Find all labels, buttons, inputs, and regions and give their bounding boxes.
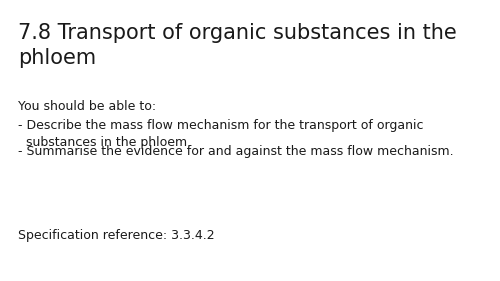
- Text: - Describe the mass flow mechanism for the transport of organic
  substances in : - Describe the mass flow mechanism for t…: [18, 119, 424, 149]
- Text: You should be able to:: You should be able to:: [18, 100, 156, 113]
- Text: 7.8 Transport of organic substances in the
phloem: 7.8 Transport of organic substances in t…: [18, 23, 457, 68]
- Text: - Summarise the evidence for and against the mass flow mechanism.: - Summarise the evidence for and against…: [18, 145, 454, 158]
- Text: Specification reference: 3.3.4.2: Specification reference: 3.3.4.2: [18, 229, 214, 242]
